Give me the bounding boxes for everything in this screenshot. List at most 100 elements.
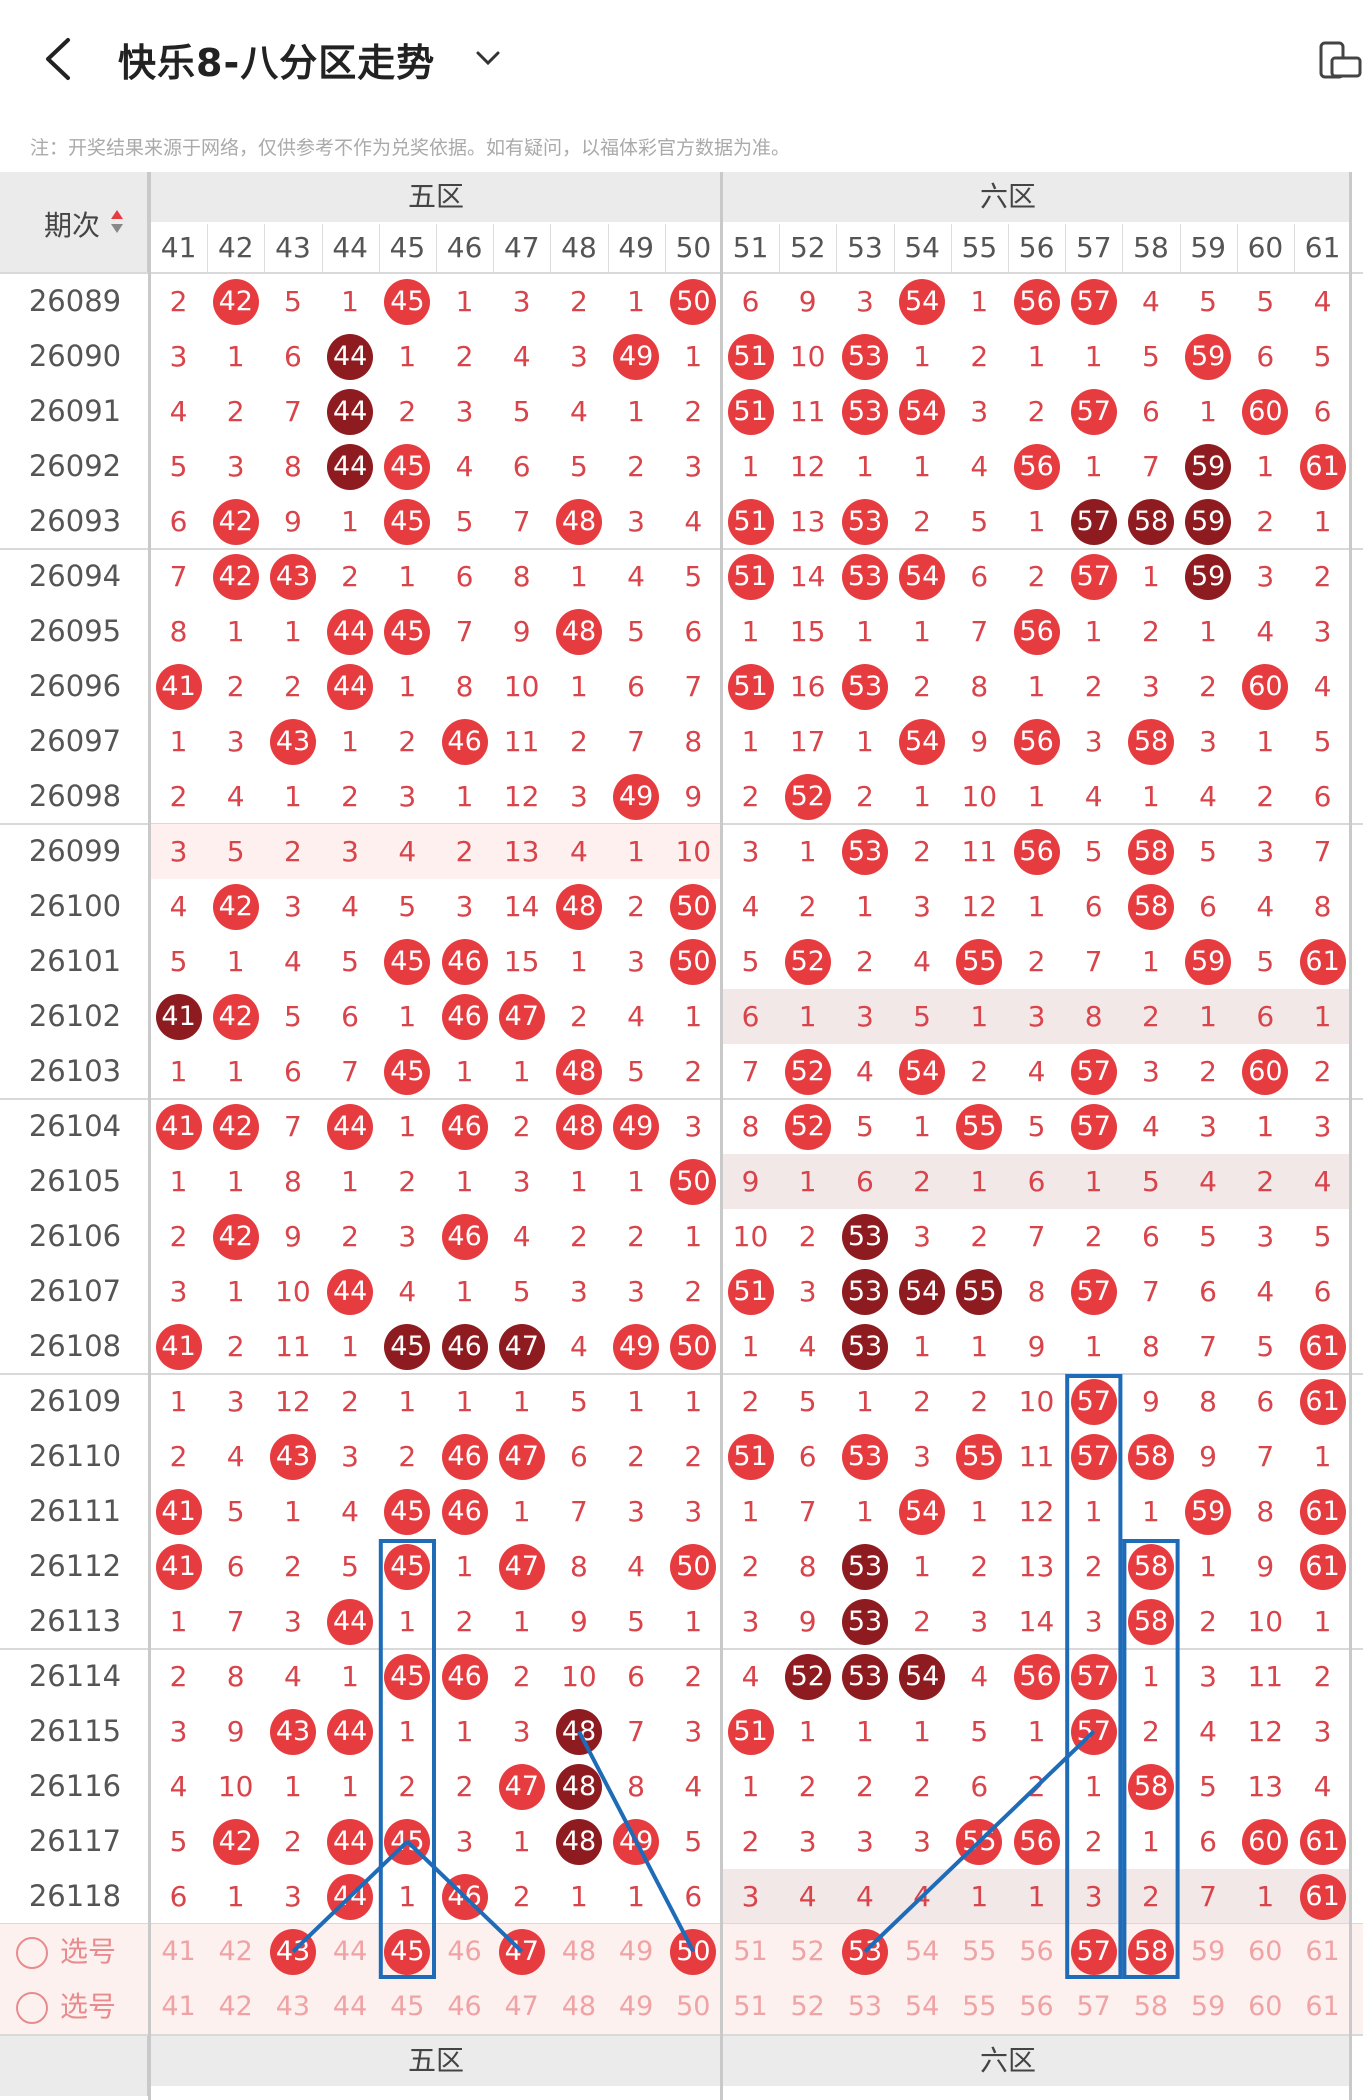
drawn-number-ball: 54 [899,1268,946,1315]
sort-icon[interactable] [110,208,124,236]
pick-number[interactable]: 59 [1190,1936,1226,1967]
pick-number[interactable]: 58 [1133,1991,1169,2022]
pick-number[interactable]: 46 [447,1991,482,2022]
period-label: 26103 [28,1054,122,1088]
pick-number[interactable]: 42 [218,1936,253,1967]
drawn-number-ball: 54 [899,553,946,600]
miss-count: 7 [970,615,989,648]
pick-number[interactable]: 41 [161,1991,196,2022]
miss-count: 1 [569,670,588,703]
miss-count: 1 [741,1495,760,1528]
pick-number[interactable]: 61 [1305,1991,1340,2022]
miss-count: 1 [855,1495,874,1528]
miss-count: 1 [283,1770,302,1803]
chevron-down-icon[interactable] [474,48,502,68]
pick-radio-icon[interactable] [16,1992,48,2024]
pick-number[interactable]: 55 [962,1991,997,2022]
miss-count: 13 [503,835,540,868]
drawn-number-ball: 51 [727,663,774,710]
pick-number[interactable]: 42 [218,1991,253,2022]
drawn-number-ball: 47 [498,1543,545,1590]
pick-number[interactable]: 46 [447,1936,482,1967]
pick-number[interactable]: 49 [618,1936,654,1967]
miss-count: 1 [741,1770,760,1803]
miss-count: 1 [1141,780,1160,813]
miss-count: 6 [455,560,474,593]
pick-number[interactable]: 52 [790,1936,825,1967]
miss-count: 2 [169,1220,188,1253]
drawn-number-ball: 52 [784,1048,831,1095]
period-label: 26114 [28,1659,122,1693]
period-label: 26092 [28,449,122,483]
pick-label[interactable]: 选号 [16,1979,146,2034]
miss-count: 2 [1141,1715,1160,1748]
drawn-number-ball: 59 [1185,443,1232,490]
miss-count: 4 [398,1275,417,1308]
miss-count: 2 [970,1220,989,1253]
miss-count: 4 [855,1880,874,1913]
pick-number[interactable]: 47 [504,1991,539,2022]
drawn-number-ball: 46 [441,938,488,985]
pick-number[interactable]: 60 [1248,1991,1283,2022]
miss-count: 3 [684,1110,703,1143]
device-orientation-icon[interactable] [1318,40,1363,80]
pick-number[interactable]: 50 [676,1991,711,2022]
period-label: 26104 [28,1109,122,1143]
drawn-number-ball: 49 [613,1103,660,1150]
miss-count: 5 [1084,835,1103,868]
pick-number[interactable]: 43 [275,1991,311,2022]
pick-number[interactable]: 51 [733,1991,768,2022]
page-title[interactable]: 快乐8-八分区走势 [118,41,436,85]
selected-number-ball[interactable]: 58 [1128,1928,1174,1975]
miss-count: 1 [398,1605,417,1638]
miss-count: 4 [798,1330,817,1363]
miss-count: 1 [512,1385,531,1418]
miss-count: 1 [398,1715,417,1748]
back-arrow-icon[interactable] [40,34,80,84]
trend-line [577,1730,696,1953]
selected-number-ball[interactable]: 45 [384,1928,431,1975]
pick-number[interactable]: 44 [332,1936,368,1967]
pick-number[interactable]: 57 [1076,1991,1111,2022]
miss-count: 4 [169,890,188,923]
pick-number[interactable]: 53 [847,1991,883,2022]
miss-count: 1 [169,1385,188,1418]
pick-number[interactable]: 59 [1190,1991,1226,2022]
pick-label[interactable]: 选号 [16,1924,146,1979]
column-header-55: 55 [950,224,1008,272]
miss-count: 4 [1141,285,1160,318]
miss-count: 3 [1199,1110,1217,1143]
pick-number[interactable]: 54 [904,1991,940,2022]
miss-count: 1 [1084,615,1103,648]
pick-number[interactable]: 56 [1019,1936,1054,1967]
drawn-number-ball: 53 [842,498,888,545]
pick-number[interactable]: 48 [561,1936,597,1967]
miss-count: 3 [1141,1055,1160,1088]
pick-number[interactable]: 54 [904,1936,940,1967]
miss-count: 6 [1256,1000,1275,1033]
pick-number[interactable]: 41 [161,1936,196,1967]
pick-number[interactable]: 61 [1305,1936,1340,1967]
pick-number[interactable]: 60 [1248,1936,1283,1967]
pick-number[interactable]: 55 [962,1936,997,1967]
column-header-57: 57 [1065,224,1123,272]
pick-number[interactable]: 44 [332,1991,368,2022]
selected-number-ball[interactable]: 50 [670,1928,717,1975]
drawn-number-ball: 56 [1013,1818,1060,1865]
pick-radio-icon[interactable] [16,1937,48,1969]
miss-count: 2 [1084,1220,1103,1253]
pick-number[interactable]: 52 [790,1991,825,2022]
miss-count: 8 [1313,890,1332,923]
selected-number-ball[interactable]: 57 [1070,1928,1117,1975]
pick-number[interactable]: 45 [390,1991,425,2022]
pick-number[interactable]: 49 [618,1991,654,2022]
pick-number[interactable]: 48 [561,1991,597,2022]
miss-count: 10 [961,780,998,813]
pick-number[interactable]: 51 [733,1936,768,1967]
pick-number[interactable]: 56 [1019,1991,1054,2022]
miss-count: 1 [1199,615,1217,648]
drawn-number-ball: 53 [842,663,888,710]
miss-count: 3 [283,1880,302,1913]
miss-count: 3 [855,285,874,318]
miss-count: 1 [1256,1880,1275,1913]
